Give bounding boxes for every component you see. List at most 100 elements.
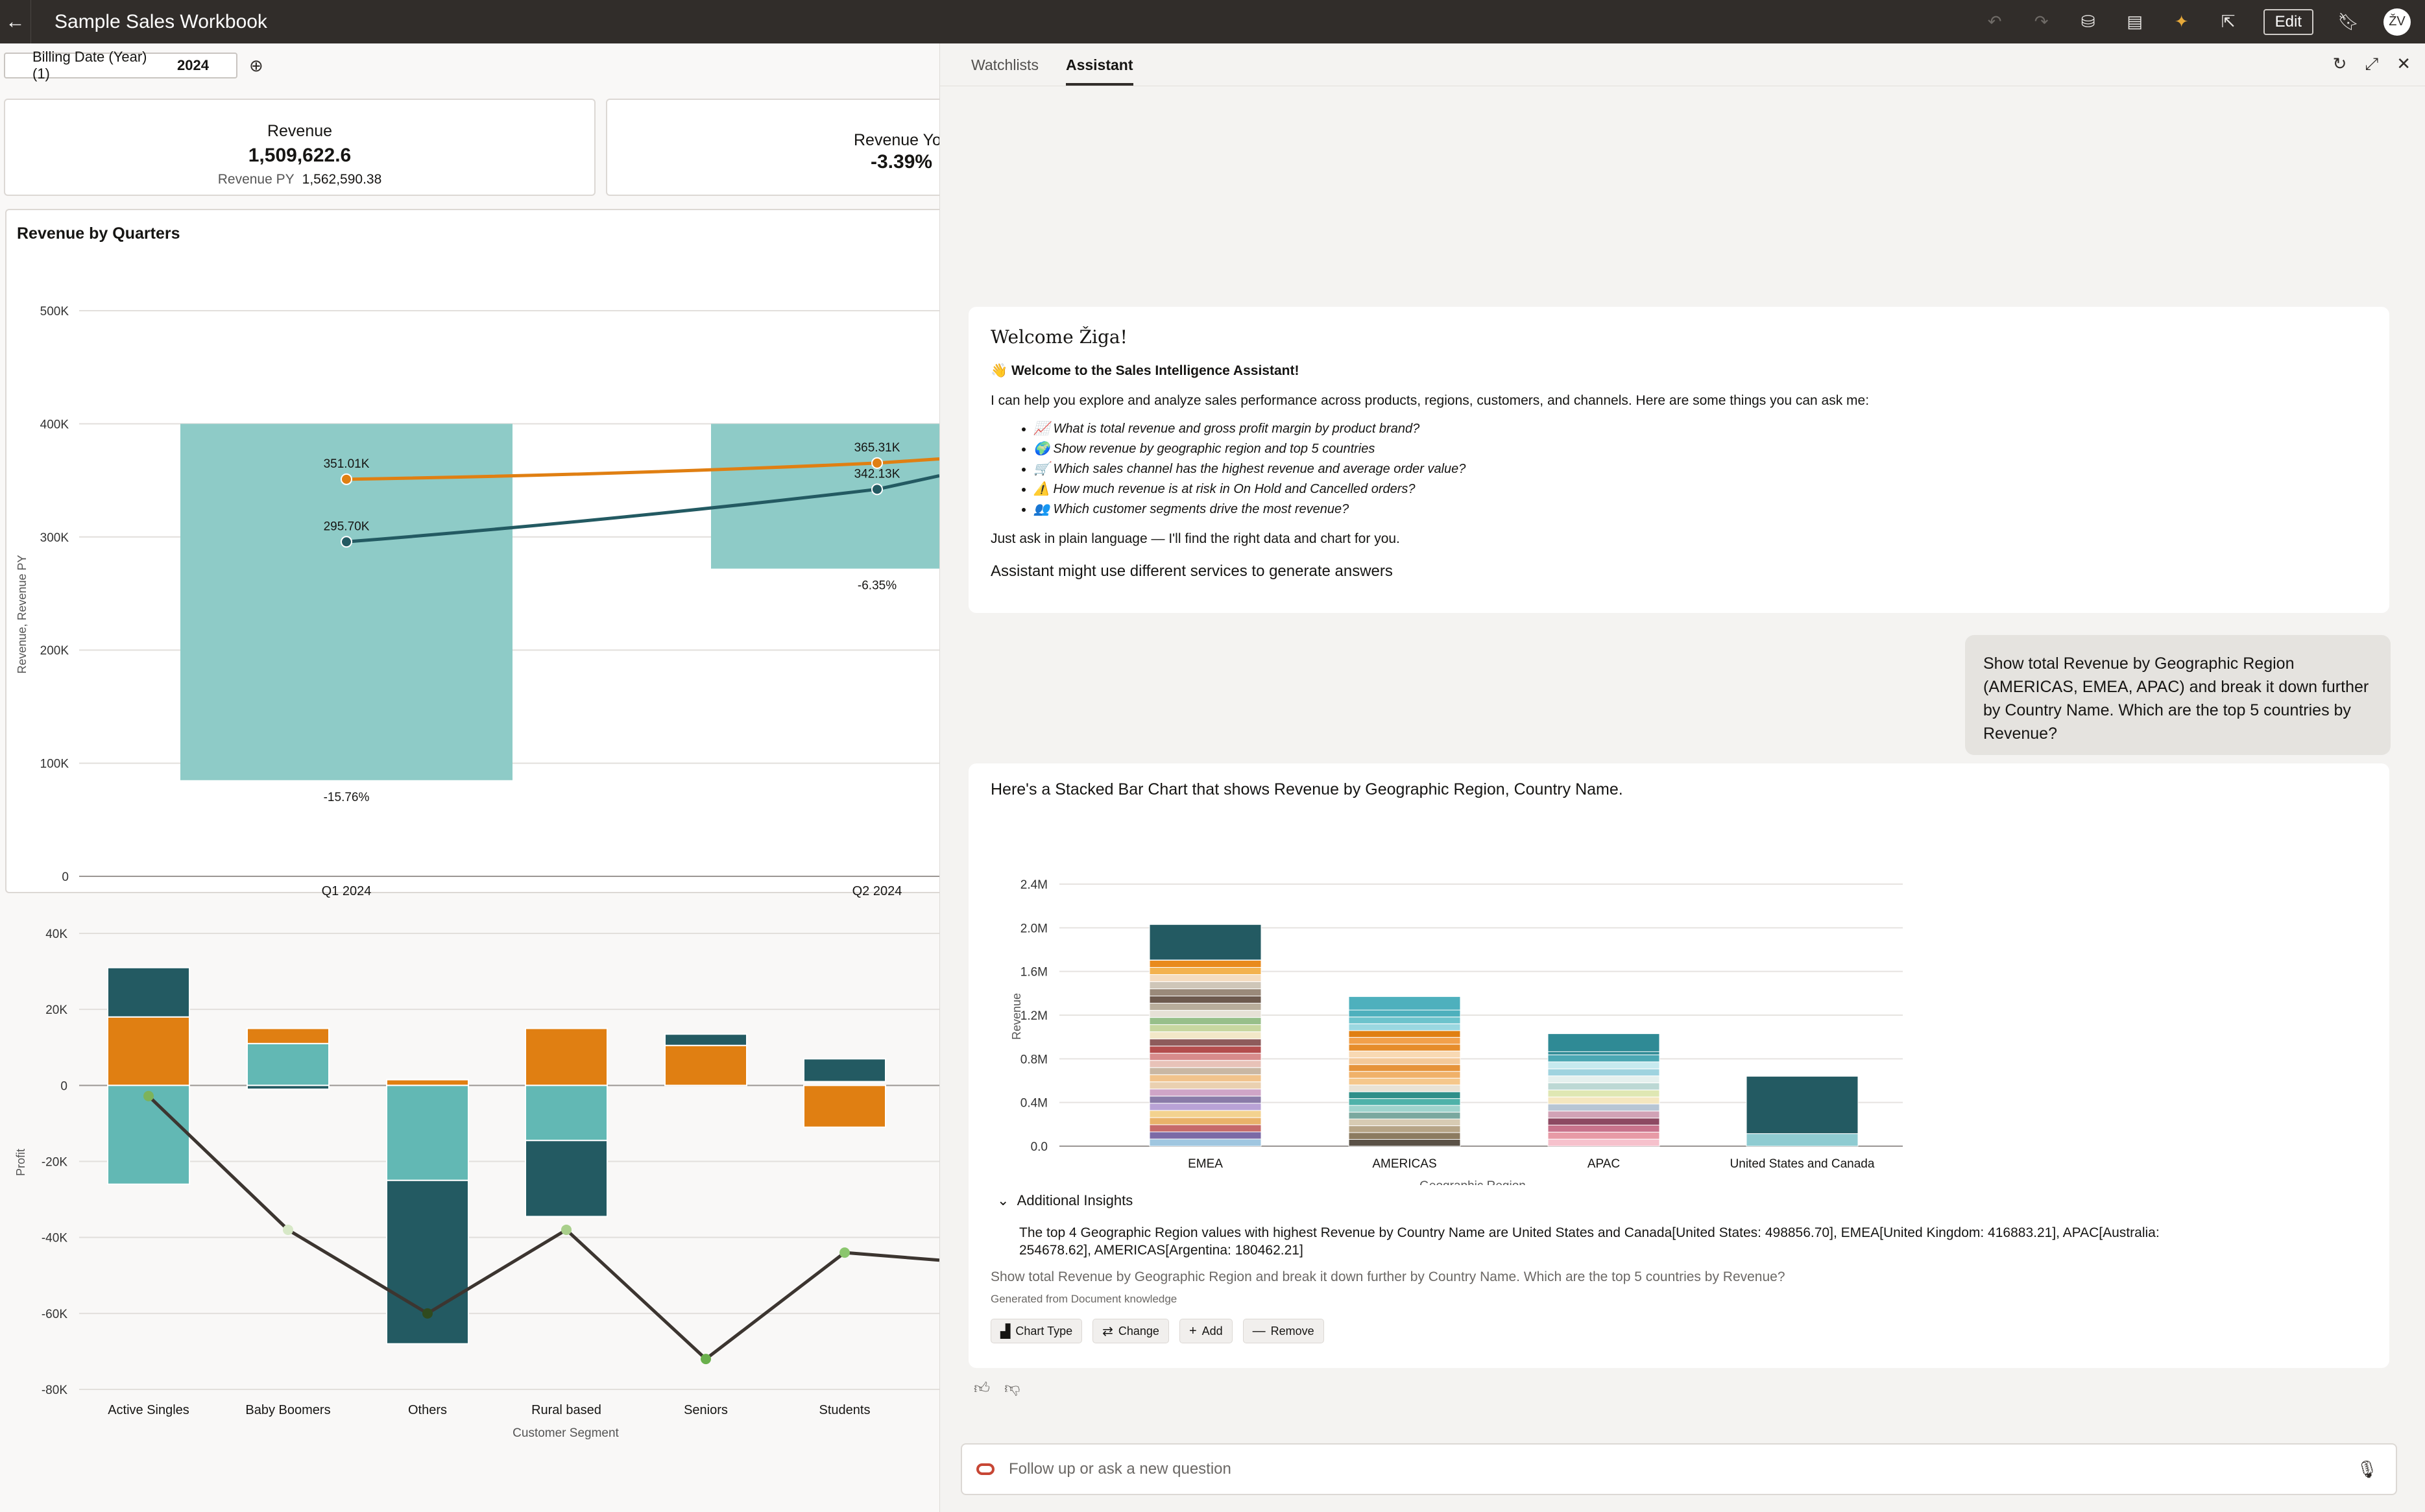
suggestion-item[interactable]: ⚠️ How much revenue is at risk in On Hol…	[1033, 481, 2367, 497]
stack-segment	[1547, 1054, 1660, 1062]
profit-by-segment-chart: 40K 20K 0 -20K -40K -60K -80K Active Singles Ba…	[14, 928, 939, 1440]
stack-segment	[1149, 959, 1262, 968]
x-tick-label: Students	[819, 1403, 871, 1417]
reset-icon[interactable]: ↻	[2332, 54, 2347, 73]
chart-type-button[interactable]: ▟ Chart Type	[991, 1319, 1083, 1343]
remove-button[interactable]: — Remove	[1242, 1319, 1324, 1343]
stack-segment	[247, 1027, 330, 1044]
y-tick-label: 0.8M	[1020, 1053, 1048, 1066]
pct-change-label: -6.35%	[858, 579, 897, 593]
redo-icon[interactable]: ↷	[2034, 12, 2049, 31]
add-filter-icon[interactable]: ⊕	[249, 55, 263, 75]
y-tick-label: 200K	[40, 644, 69, 658]
stack-segment	[247, 1042, 330, 1086]
stack-segment	[1746, 1133, 1859, 1147]
stack-segment	[1149, 1017, 1262, 1026]
stack-segment	[107, 966, 190, 1018]
app-header: ← Sample Sales Workbook ↶ ↷ ⛁ ▤ ✦ ⇱ Edit…	[0, 0, 2425, 43]
stack-segment	[664, 1044, 747, 1086]
add-label: Add	[1201, 1324, 1223, 1338]
swap-icon: ⇄	[1102, 1324, 1113, 1339]
data-icon[interactable]: ⛁	[2081, 12, 2095, 31]
y-tick-label: 40K	[45, 928, 67, 941]
thumbs-up-icon[interactable]: 👍︎	[974, 1380, 991, 1397]
undo-icon[interactable]: ↶	[1987, 12, 2002, 31]
comment-icon[interactable]: ▤	[2127, 12, 2143, 31]
thumbs-down-icon[interactable]: 👎︎	[1004, 1380, 1020, 1397]
stack-segment	[1149, 1103, 1262, 1111]
tab-assistant[interactable]: Assistant	[1065, 56, 1133, 86]
y-tick-label: 2.0M	[1020, 922, 1048, 935]
change-label: Change	[1118, 1324, 1159, 1338]
stack-segment	[1348, 1050, 1461, 1059]
y-axis-label: Profit	[14, 1149, 27, 1176]
stack-segment	[1547, 1110, 1660, 1119]
revenue-line	[346, 474, 939, 544]
stack-segment	[107, 1016, 190, 1086]
stack-segment	[1149, 1031, 1262, 1040]
close-icon[interactable]: ✕	[2396, 54, 2411, 73]
stack-segment	[1547, 1131, 1660, 1140]
ai-sparkle-icon[interactable]: ✦	[2174, 12, 2189, 31]
stack-segment	[1348, 1077, 1461, 1086]
stack-segment	[1149, 1110, 1262, 1118]
stack-segment	[386, 1079, 469, 1086]
suggestion-item[interactable]: 👥 Which customer segments drive the most…	[1033, 501, 2367, 517]
panel-tabs: Watchlists Assistant	[940, 43, 2425, 86]
suggestion-item[interactable]: 📈 What is total revenue and gross profit…	[1033, 420, 2367, 437]
back-arrow-icon[interactable]: ←	[0, 0, 31, 43]
edit-button[interactable]: Edit	[2263, 8, 2313, 35]
revenue-yoy-kpi-tile[interactable]: Revenue YoY -3.39%	[606, 99, 939, 196]
export-icon[interactable]: ⇱	[2221, 12, 2236, 31]
suggestion-item[interactable]: 🛒 Which sales channel has the highest re…	[1033, 461, 2367, 477]
stack-segment	[1348, 1125, 1461, 1133]
stack-segment	[1149, 1010, 1262, 1018]
stack-segment	[1547, 1075, 1660, 1083]
expand-icon[interactable]: ⤢	[2365, 54, 2379, 73]
stack-segment	[386, 1085, 469, 1181]
stack-segment	[1348, 1091, 1461, 1099]
tab-watchlists[interactable]: Watchlists	[971, 56, 1039, 73]
stack-segment	[803, 1085, 886, 1128]
stack-segment	[1149, 1081, 1262, 1090]
welcome-message: Welcome Žiga! 👋 Welcome to the Sales Int…	[969, 307, 2389, 613]
stack-segment	[1348, 1016, 1461, 1024]
avatar[interactable]: ŽV	[2383, 8, 2411, 36]
y-tick-label: 0.4M	[1020, 1097, 1048, 1110]
y-tick-label: 300K	[40, 531, 69, 545]
stack-segment	[1348, 1064, 1461, 1072]
bookmark-icon[interactable]: 🔖︎	[2337, 12, 2359, 31]
stack-segment	[1348, 1118, 1461, 1127]
feedback-row: 👍︎ 👎︎	[974, 1380, 1034, 1398]
microphone-icon[interactable]: 🎙︎	[2356, 1459, 2378, 1479]
stack-segment	[1746, 1075, 1859, 1134]
line-point	[839, 1247, 850, 1258]
stack-segment	[1348, 996, 1461, 1011]
question-input[interactable]: Follow up or ask a new question	[1009, 1460, 1231, 1478]
data-label: 365.31K	[854, 441, 900, 455]
stack-segment	[1547, 1138, 1660, 1147]
add-button[interactable]: + Add	[1179, 1319, 1233, 1343]
billing-date-filter[interactable]: Billing Date (Year) (1) 2024	[4, 49, 237, 82]
change-button[interactable]: ⇄ Change	[1092, 1319, 1169, 1343]
pct-change-label: -15.76%	[324, 791, 370, 804]
stack-segment	[1547, 1033, 1660, 1052]
revenue-kpi-tile[interactable]: Revenue 1,509,622.6 Revenue PY 1,562,590.…	[4, 99, 596, 196]
disclaimer: Assistant might use different services t…	[991, 562, 1393, 580]
additional-insights-toggle[interactable]: ⌄ Additional Insights	[997, 1192, 1133, 1209]
answer-intro: Here's a Stacked Bar Chart that shows Re…	[991, 780, 1623, 798]
stack-segment	[1149, 1046, 1262, 1054]
question-input-bar[interactable]: Follow up or ask a new question 🎙︎	[961, 1443, 2397, 1495]
y-tick-label: 500K	[40, 305, 69, 318]
kpi-sub-value: 1,562,590.38	[302, 172, 382, 187]
plus-icon: +	[1188, 1323, 1197, 1338]
oracle-logo-icon	[976, 1463, 995, 1475]
suggestion-item[interactable]: 🌍 Show revenue by geographic region and …	[1033, 440, 2367, 457]
stack-segment	[1149, 966, 1262, 975]
y-tick-label: 2.4M	[1020, 878, 1048, 892]
stack-segment	[525, 1140, 608, 1218]
stack-segment	[1348, 1044, 1461, 1051]
chart-title: Revenue by Quarters	[17, 224, 180, 243]
stack-segment	[1149, 1053, 1262, 1061]
stack-segment	[1348, 1085, 1461, 1092]
